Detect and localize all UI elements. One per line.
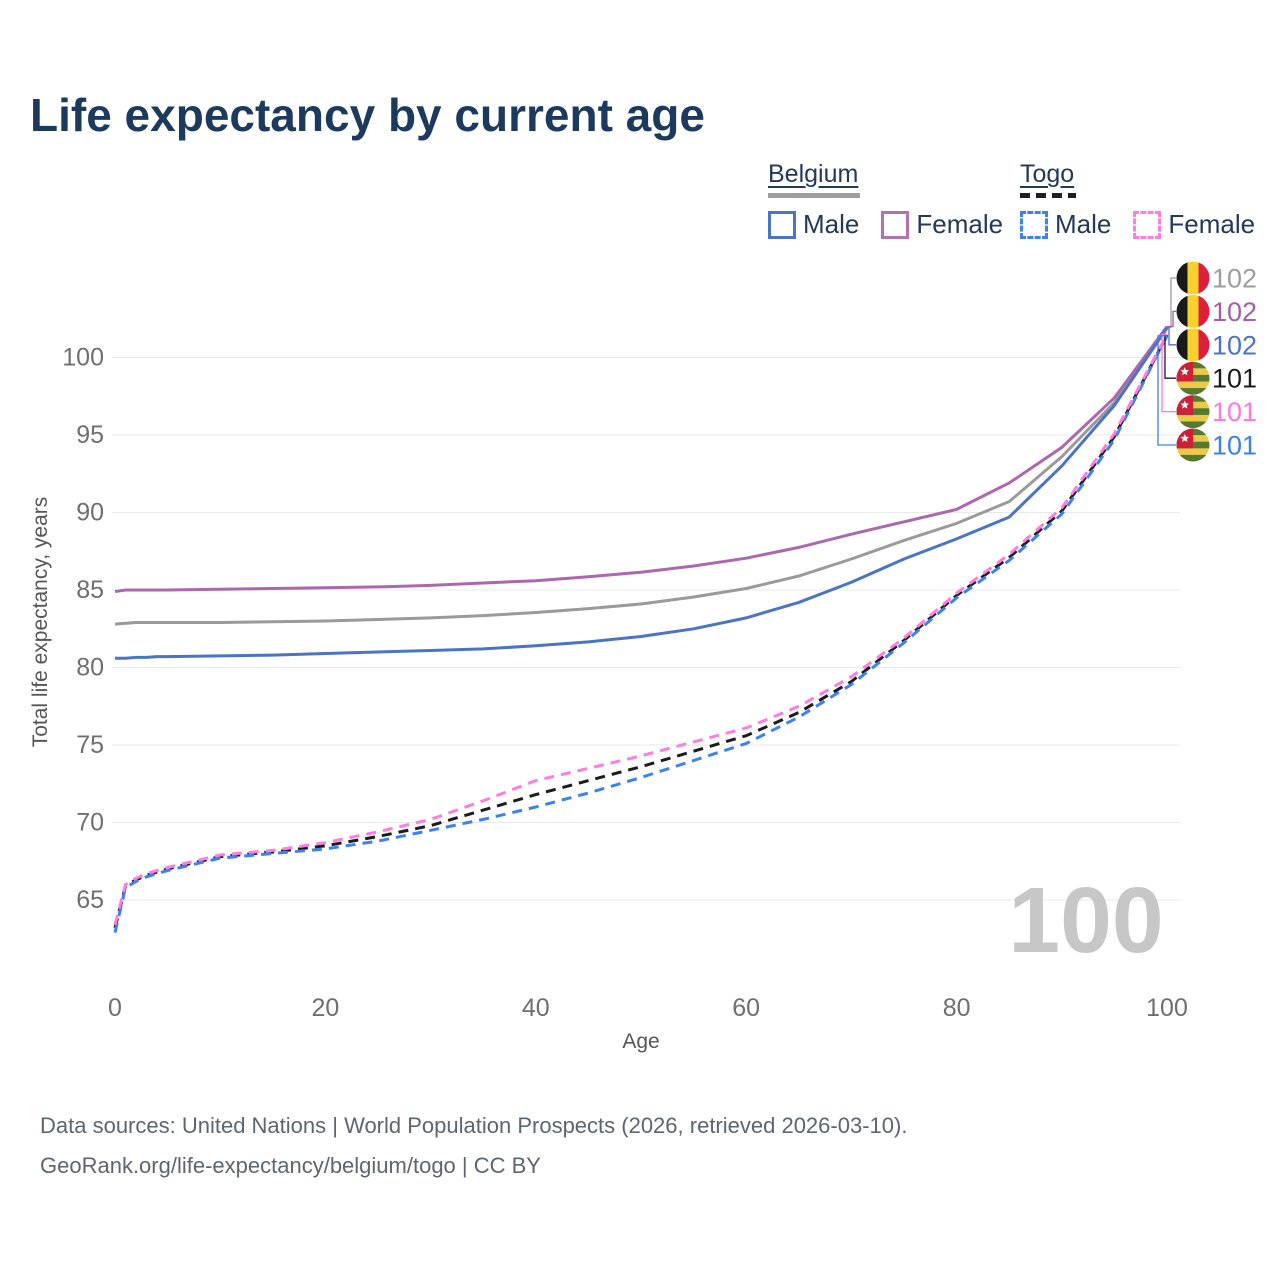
legend-group-belgium: Belgium Male Female (768, 160, 1003, 240)
x-tick-label: 60 (732, 994, 760, 1022)
end-value-label: 102 (1212, 297, 1257, 327)
y-tick-label: 100 (62, 344, 104, 372)
page-title: Life expectancy by current age (30, 89, 705, 141)
legend-header-togo: Togo (1020, 160, 1075, 188)
togo-flag-icon (1176, 361, 1210, 395)
x-tick-label: 80 (943, 994, 971, 1022)
leader-line (1164, 334, 1176, 379)
y-axis-title: Total life expectancy, years (29, 497, 52, 748)
footer: Data sources: United Nations | World Pop… (40, 1106, 907, 1186)
x-tick-label: 20 (311, 994, 339, 1022)
legend-header-belgium: Belgium (768, 160, 859, 188)
belgium-male-swatch-icon (768, 210, 796, 239)
x-tick-label: 40 (522, 994, 550, 1022)
legend-item-togo-male[interactable]: Male (1020, 209, 1111, 240)
end-value-label: 101 (1212, 397, 1257, 427)
belgium-flag-icon (1176, 294, 1210, 328)
end-value-label: 102 (1212, 264, 1257, 294)
age-watermark: 100 (1008, 868, 1163, 972)
belgium-flag-icon (1176, 261, 1210, 295)
end-value-label: 101 (1212, 364, 1257, 394)
series-togo-total[interactable] (113, 334, 1169, 929)
end-value-label: 101 (1212, 431, 1257, 461)
legend-group-togo: Togo Male Female (1020, 160, 1255, 240)
togo-flag-icon (1176, 395, 1210, 429)
legend-label: Female (916, 209, 1004, 239)
belgium-line-style-swatch (768, 193, 860, 198)
y-tick-label: 95 (76, 421, 104, 449)
legend-label: Male (1055, 209, 1112, 239)
series-belgium-female[interactable] (114, 325, 1169, 593)
series-belgium-total[interactable] (114, 326, 1169, 626)
y-tick-label: 75 (76, 731, 104, 759)
y-tick-label: 65 (76, 886, 104, 914)
y-tick-label: 80 (76, 654, 104, 682)
series-togo-male[interactable] (113, 335, 1169, 933)
legend-label: Male (803, 209, 860, 239)
attribution-text: GeoRank.org/life-expectancy/belgium/togo… (40, 1153, 541, 1178)
leader-line (1167, 327, 1176, 346)
legend-item-belgium-male[interactable]: Male (768, 209, 859, 240)
leader-line (1167, 277, 1176, 328)
x-tick-label: 0 (108, 994, 122, 1022)
x-axis-title: Age (622, 1030, 659, 1053)
belgium-female-swatch-icon (881, 210, 910, 239)
legend-item-belgium-female[interactable]: Female (881, 209, 1003, 240)
leader-line (1161, 333, 1176, 413)
togo-line-style-swatch (1020, 193, 1076, 198)
y-tick-label: 70 (76, 809, 104, 837)
y-tick-label: 85 (76, 576, 104, 604)
leader-line (1157, 335, 1176, 446)
y-tick-label: 90 (76, 499, 104, 527)
togo-male-swatch-icon (1020, 210, 1048, 239)
belgium-flag-icon (1176, 328, 1210, 362)
togo-female-swatch-icon (1133, 210, 1162, 239)
series-belgium-male[interactable] (115, 327, 1169, 660)
leader-line (1167, 310, 1176, 328)
legend-item-togo-female[interactable]: Female (1133, 209, 1255, 240)
series-togo-female[interactable] (113, 333, 1169, 926)
togo-flag-icon (1176, 428, 1210, 462)
data-sources-text: Data sources: United Nations | World Pop… (40, 1113, 908, 1138)
x-tick-label: 100 (1146, 994, 1188, 1022)
end-value-label: 102 (1212, 330, 1257, 360)
legend-label: Female (1168, 209, 1256, 239)
